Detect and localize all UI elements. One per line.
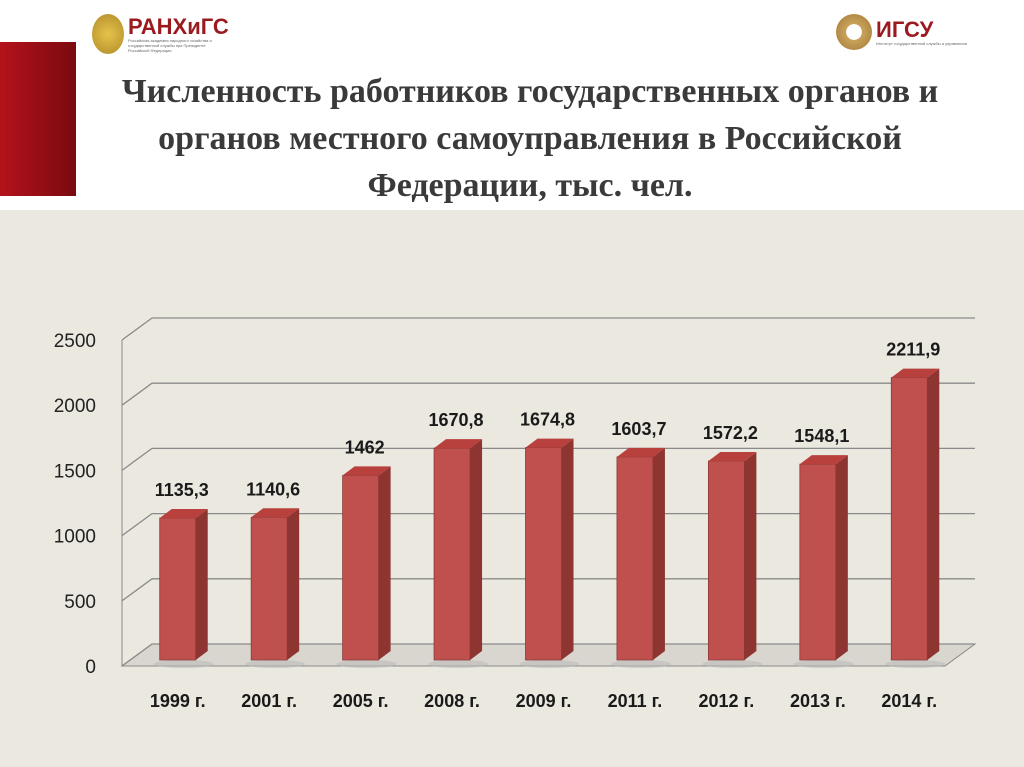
data-label: 1462 — [345, 437, 385, 457]
x-tick-label: 2012 г. — [699, 691, 755, 711]
bar-side — [195, 508, 208, 660]
bar — [799, 463, 837, 661]
bar-side — [378, 466, 391, 660]
bar-side — [744, 451, 757, 660]
bar-side — [287, 508, 300, 660]
bar — [433, 447, 471, 661]
y-tick-label: 0 — [85, 657, 96, 678]
bar-top — [434, 439, 483, 449]
x-tick-label: 2011 г. — [608, 691, 663, 711]
logo-right-name: ИГСУ — [876, 16, 934, 42]
eagle-emblem-icon — [92, 14, 124, 54]
y-tick-label: 2000 — [54, 396, 96, 417]
bar-side — [652, 447, 665, 660]
bar-top — [342, 466, 391, 476]
bar-shadow — [793, 660, 854, 668]
bar-top — [159, 508, 208, 518]
bar-top — [251, 508, 300, 518]
bar-shadow — [885, 660, 946, 668]
data-label: 1140,6 — [246, 479, 300, 499]
x-tick-label: 2001 г. — [241, 691, 297, 711]
decorative-red-bar — [0, 42, 76, 196]
bar — [616, 456, 654, 661]
x-tick-label: 2013 г. — [790, 691, 846, 711]
seal-emblem-icon — [836, 14, 872, 50]
x-tick-label: 2008 г. — [424, 691, 480, 711]
logo-right-subtitle: Институт государственной службы и управл… — [876, 40, 967, 46]
bar-top — [891, 368, 940, 378]
bar — [159, 517, 197, 661]
gridline — [121, 447, 975, 471]
data-label: 1572,2 — [703, 423, 758, 443]
slide-title: Численность работников государственных о… — [121, 73, 939, 204]
gridline — [121, 578, 975, 602]
x-tick-label: 2005 г. — [333, 691, 389, 711]
gridline — [121, 317, 975, 341]
logo-igsu: ИГСУ Институт государственной службы и у… — [836, 14, 976, 50]
bar-shadow — [428, 660, 489, 668]
bar — [250, 516, 288, 661]
data-label: 1674,8 — [520, 410, 575, 430]
gridline — [121, 643, 975, 667]
gridline — [121, 382, 975, 406]
y-tick-label: 1000 — [54, 527, 96, 548]
logo-left-name: РАНХиГС — [128, 13, 229, 39]
data-label: 1603,7 — [611, 419, 666, 439]
bar-top — [708, 451, 757, 461]
y-tick-label: 1500 — [54, 461, 96, 482]
bar-top — [799, 455, 848, 465]
bar-side — [835, 455, 848, 660]
bar-shadow — [245, 660, 306, 668]
y-tick-label: 2500 — [54, 331, 96, 352]
bar-shadow — [610, 660, 671, 668]
bar-shadow — [153, 660, 214, 668]
bar-shadow — [702, 660, 763, 668]
y-tick-label: 500 — [64, 592, 96, 613]
logo-ranepa: РАНХиГС Российская академия народного хо… — [92, 14, 229, 54]
bar — [525, 447, 562, 661]
x-tick-label: 2009 г. — [516, 691, 572, 711]
data-label: 1670,8 — [429, 410, 484, 430]
bar-shadow — [519, 660, 580, 668]
data-label: 1135,3 — [155, 480, 209, 500]
bar-top — [525, 438, 574, 448]
bar-side — [561, 438, 574, 660]
bar — [707, 460, 745, 661]
bar-side — [927, 368, 940, 660]
gridline — [121, 512, 975, 537]
logo-left-subtitle: Российская академия народного хозяйства … — [128, 37, 212, 53]
data-label: 2211,9 — [886, 340, 940, 360]
chart-area — [0, 210, 1024, 767]
bar — [342, 474, 380, 661]
bar-side — [470, 439, 483, 660]
x-tick-label: 1999 г. — [150, 691, 206, 711]
x-tick-label: 2014 г. — [881, 691, 937, 711]
bar — [890, 377, 928, 661]
bar-top — [616, 447, 665, 457]
bar-shadow — [336, 660, 397, 668]
data-label: 1548,1 — [794, 426, 849, 446]
